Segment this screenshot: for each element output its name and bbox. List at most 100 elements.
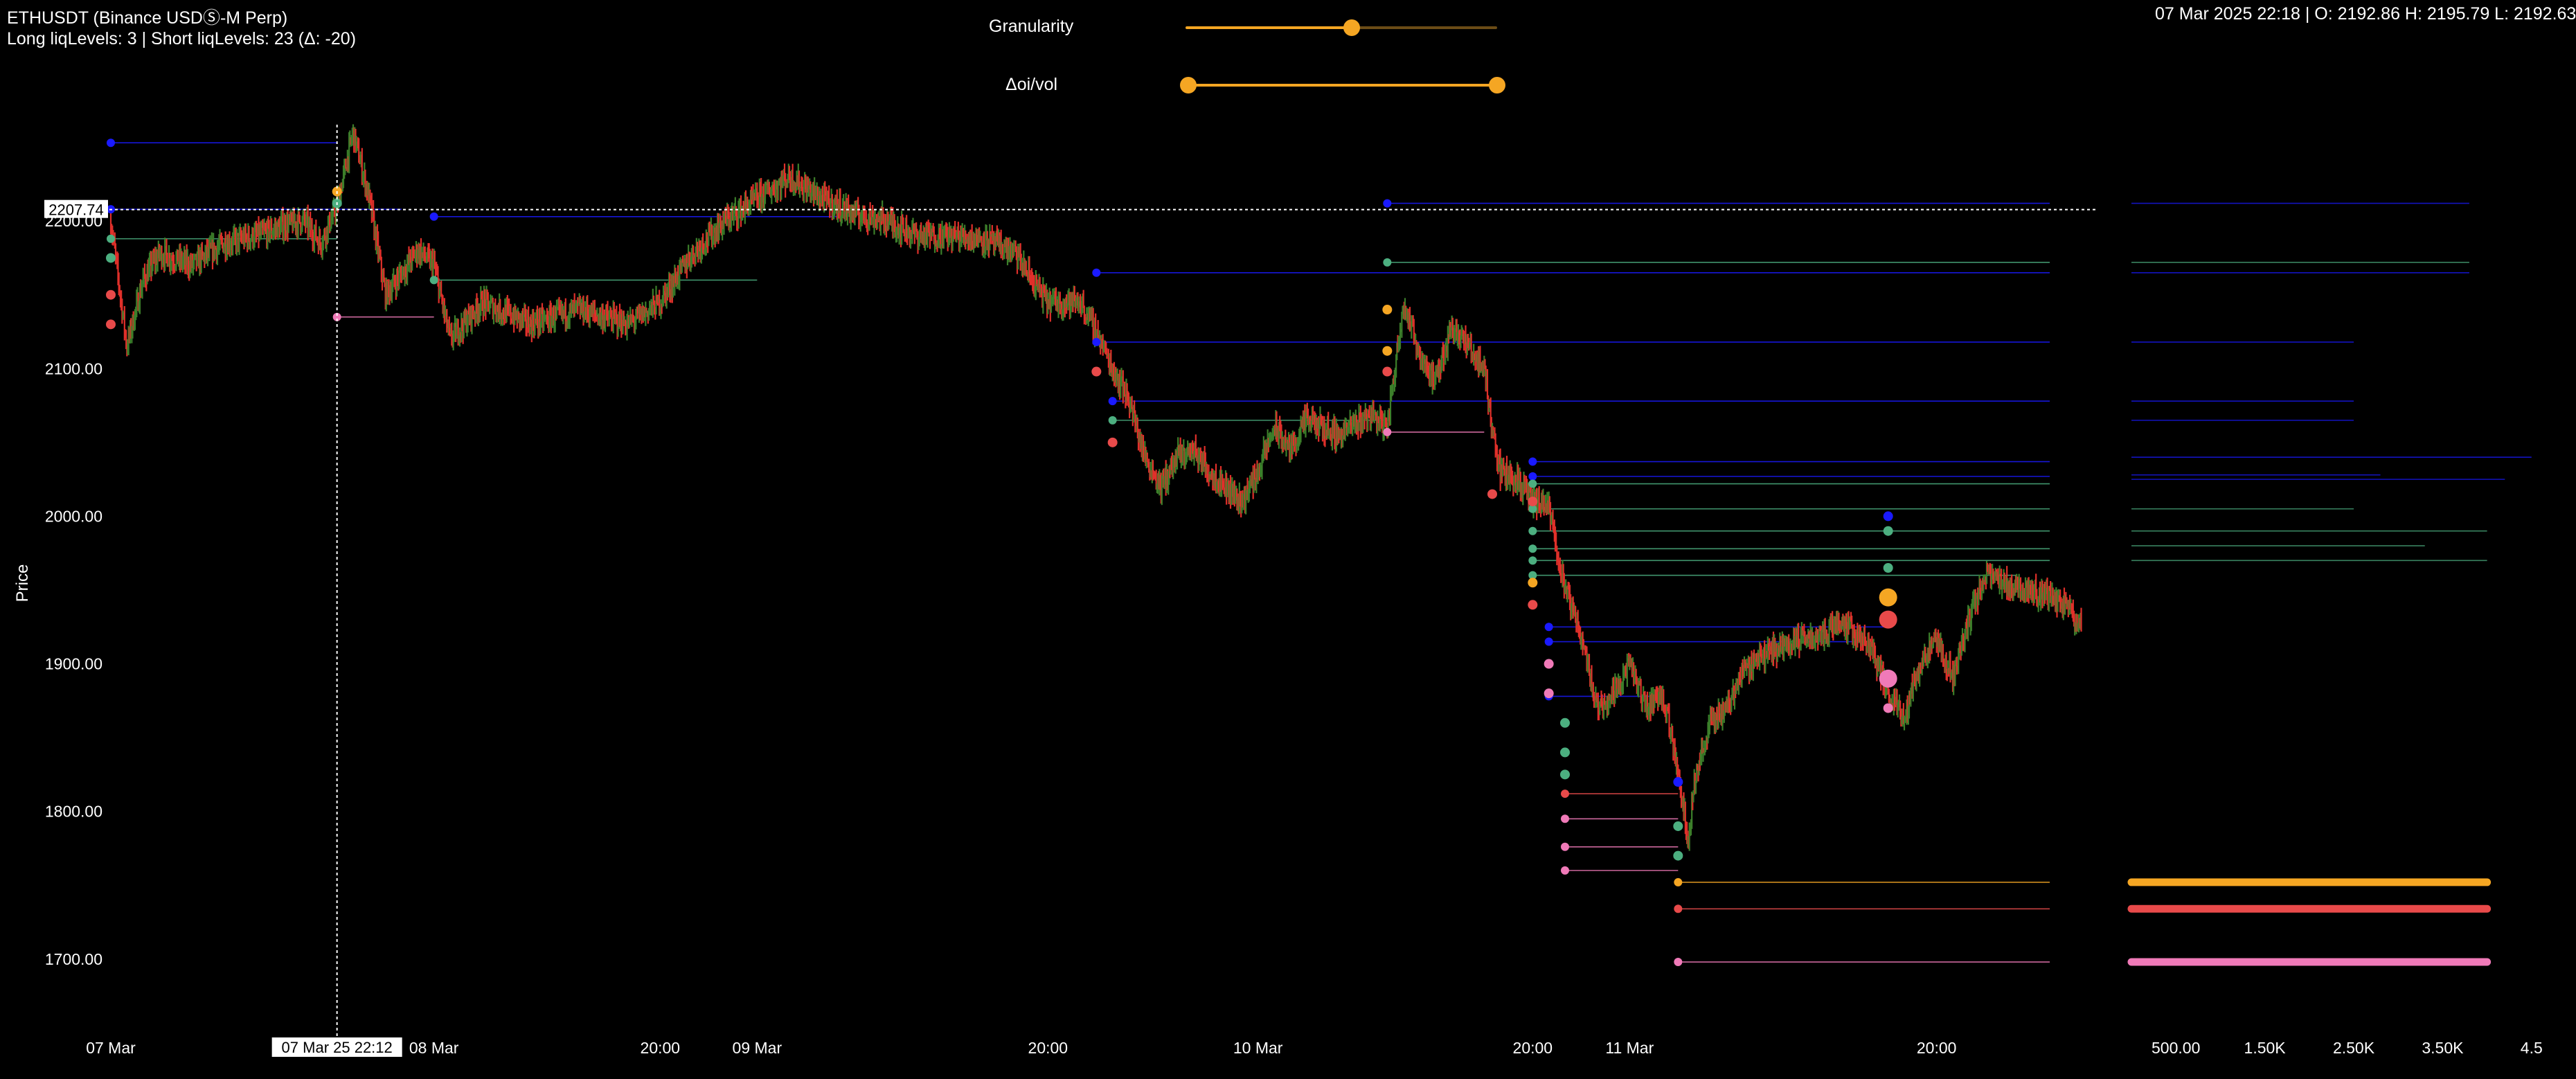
y-tick-label: 1700.00 [45, 950, 102, 968]
crosshair-price-label: 2207.74 [48, 202, 104, 219]
liq-marker [1383, 199, 1392, 208]
liq-marker [1560, 769, 1570, 780]
histogram-tick-label: 1.50K [2244, 1039, 2287, 1057]
ohlc-readout: 07 Mar 2025 22:18 | O: 2192.86 H: 2195.7… [2155, 4, 2576, 24]
x-tick-label: 08 Mar [409, 1039, 459, 1057]
liq-marker [1382, 305, 1393, 315]
liq-marker [1528, 457, 1537, 466]
liq-marker [1092, 268, 1101, 277]
liq-marker [106, 289, 116, 300]
liq-marker [1383, 427, 1392, 436]
histogram-tick-label: 4.5 [2521, 1039, 2543, 1057]
liq-marker [1544, 637, 1553, 646]
y-tick-label: 2000.00 [45, 507, 102, 525]
liq-marker [1528, 504, 1537, 513]
x-tick-label: 20:00 [1028, 1039, 1068, 1057]
x-axis: 07 Mar 08 Mar 20:00 09 Mar 20:00 10 Mar 20:00 1… [86, 1039, 1956, 1057]
liq-histogram-layer [2127, 202, 2532, 966]
liq-marker [1528, 556, 1537, 565]
delta-oi-vol-track [1188, 84, 1497, 87]
liq-marker [1879, 669, 1897, 688]
liq-marker [1544, 623, 1553, 632]
liq-marker [1879, 610, 1897, 629]
liq-marker [1487, 489, 1497, 499]
liq-marker [1528, 571, 1537, 580]
liq-marker [1528, 472, 1537, 481]
crosshair: 2207.74 07 Mar 25 22:12 [44, 125, 2098, 1057]
crosshair-time-box [271, 1037, 402, 1057]
liq-marker [1528, 526, 1537, 535]
x-tick-label: 20:00 [1917, 1039, 1957, 1057]
liq-marker [1560, 717, 1570, 728]
delta-oi-vol-knob-min[interactable] [1180, 77, 1197, 93]
liq-marker [1382, 346, 1393, 356]
liq-marker [1382, 366, 1393, 377]
liq-marker [1561, 790, 1569, 799]
liq-marker [1561, 866, 1569, 875]
liq-marker [1107, 437, 1118, 447]
x-tick-label: 07 Mar [86, 1039, 136, 1057]
liq-marker [429, 276, 438, 285]
y-tick-label: 2100.00 [45, 359, 102, 377]
liq-marker [1561, 842, 1569, 851]
liq-marker [1528, 544, 1537, 553]
liq-marker [1091, 366, 1102, 377]
granularity-knob[interactable] [1343, 19, 1360, 36]
liq-marker [1673, 821, 1683, 831]
y-axis-title: Price [13, 564, 32, 603]
granularity-track-filled [1186, 26, 1352, 29]
liq-marker [1674, 958, 1683, 967]
liq-marker [429, 212, 438, 221]
granularity-label: Granularity [989, 17, 1074, 36]
crosshair-price-box [44, 199, 108, 218]
liq-marker [107, 234, 115, 243]
symbol-title: ETHUSDT (Binance USDⓈ-M Perp) [7, 8, 288, 28]
liq-marker [1528, 497, 1538, 507]
x-tick-label: 10 Mar [1233, 1039, 1283, 1057]
liq-markers-layer [106, 139, 1897, 967]
liq-marker [1883, 563, 1893, 573]
x-tick-label: 11 Mar [1605, 1039, 1654, 1057]
liq-marker [1673, 850, 1683, 861]
liq-marker [1528, 578, 1538, 588]
liq-marker [1383, 258, 1392, 267]
histogram-tick-label: 3.50K [2422, 1039, 2464, 1057]
liq-marker [106, 319, 116, 330]
liq-marker [107, 139, 115, 148]
granularity-slider[interactable] [1186, 14, 1497, 42]
price-series-layer [109, 124, 2082, 851]
liq-marker [1108, 416, 1117, 425]
delta-oi-vol-label: Δoi/vol [1005, 75, 1058, 94]
x-tick-label: 09 Mar [733, 1039, 782, 1057]
liq-marker [1674, 877, 1683, 886]
histogram-tick-label: 2.50K [2333, 1039, 2375, 1057]
y-axis: 1700.001800.001900.002000.002100.002200.… [45, 212, 102, 968]
granularity-track-rest [1352, 26, 1497, 29]
liq-marker [1108, 397, 1117, 406]
y-tick-label: 1800.00 [45, 803, 102, 821]
liq-marker [332, 312, 341, 321]
delta-oi-vol-knob-max[interactable] [1489, 77, 1505, 93]
histogram-x-axis: 500.00 1.50K 2.50K 3.50K 4.5 [2152, 1039, 2543, 1057]
crosshair-time-label: 07 Mar 25 22:12 [282, 1039, 393, 1056]
histogram-tick-label: 500.00 [2152, 1039, 2200, 1057]
liq-marker [1544, 688, 1554, 699]
liq-marker [1544, 659, 1554, 669]
liq-marker [1883, 511, 1893, 521]
liq-marker [1560, 747, 1570, 758]
liq-marker [1528, 479, 1537, 488]
x-tick-label: 20:00 [1513, 1039, 1553, 1057]
delta-oi-vol-slider[interactable] [1180, 71, 1505, 99]
y-tick-label: 1900.00 [45, 655, 102, 673]
liq-marker [1092, 337, 1101, 346]
x-tick-label: 20:00 [641, 1039, 681, 1057]
liq-summary: Long liqLevels: 3 | Short liqLevels: 23 … [7, 29, 357, 48]
liq-marker [1561, 814, 1569, 823]
liq-marker [1674, 904, 1683, 913]
liq-marker [1879, 588, 1897, 607]
liq-marker [1883, 526, 1893, 536]
liq-marker [1528, 600, 1538, 610]
liq-marker [106, 253, 116, 263]
liq-marker [1883, 703, 1893, 713]
